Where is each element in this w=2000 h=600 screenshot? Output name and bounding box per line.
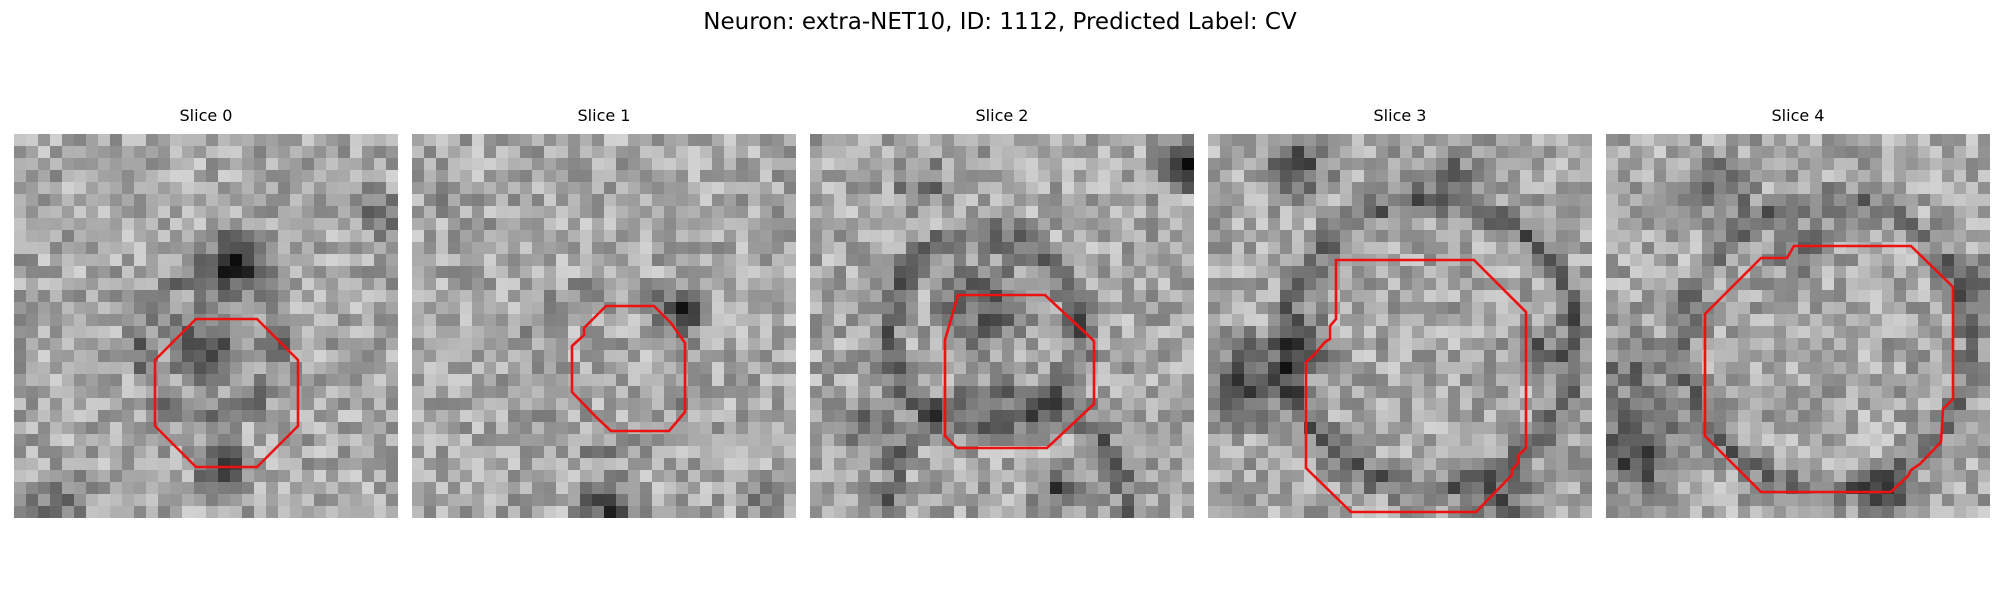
slice-panel-1: Slice 1 [412, 106, 796, 518]
figure-title: Neuron: extra-NET10, ID: 1112, Predicted… [703, 9, 1297, 35]
slice-panel-3: Slice 3 [1208, 106, 1592, 518]
slice-image [14, 134, 398, 518]
contour-outline [1703, 244, 1955, 494]
contour-outline [153, 317, 300, 469]
slice-title: Slice 0 [179, 106, 233, 125]
contour-outline [943, 293, 1096, 450]
slice-title: Slice 3 [1373, 106, 1427, 125]
slice-panel-4: Slice 4 [1606, 106, 1990, 518]
slice-image [1208, 134, 1592, 518]
slice-title: Slice 1 [577, 106, 631, 125]
contour-outline [1304, 258, 1528, 514]
slice-panel-2: Slice 2 [810, 106, 1194, 518]
slice-title: Slice 4 [1771, 106, 1825, 125]
contour-outline [570, 304, 687, 433]
slice-image [1606, 134, 1990, 518]
slice-image [412, 134, 796, 518]
slice-title: Slice 2 [975, 106, 1029, 125]
slice-image [810, 134, 1194, 518]
slice-panel-0: Slice 0 [14, 106, 398, 518]
